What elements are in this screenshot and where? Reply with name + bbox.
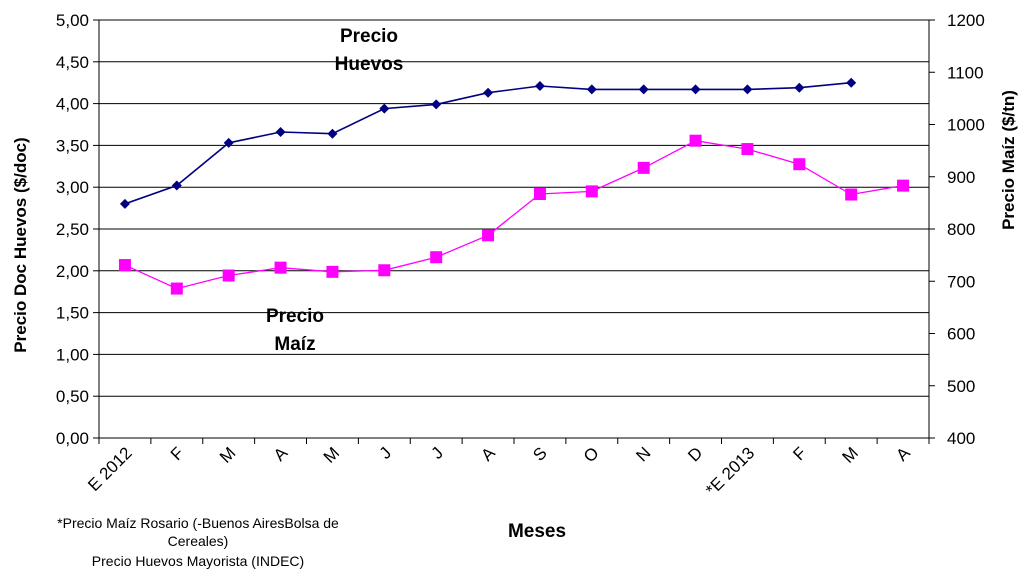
series-1-point [327, 128, 338, 139]
series-layer [118, 77, 910, 295]
series-2-point [897, 179, 910, 192]
left-tick-label: 2,50 [56, 220, 89, 239]
series-1-point [586, 84, 597, 95]
series-2-point [845, 188, 858, 201]
series-1-point [846, 77, 857, 88]
series-2-point [741, 143, 754, 156]
left-tick-label: 5,00 [56, 11, 89, 30]
series-2-point [326, 265, 339, 278]
right-tick-label: 800 [947, 220, 975, 239]
series-1-point [171, 180, 182, 191]
annotation-huevos-line2: Huevos [335, 54, 404, 75]
series-2-point [482, 229, 495, 242]
series-2-point [274, 261, 287, 274]
annotation-maiz-line1: Precio [266, 306, 324, 327]
x-tick-label: F [167, 443, 188, 464]
series-2-point [170, 282, 183, 295]
x-axis-title: Meses [508, 521, 566, 542]
left-tick-label: 1,00 [56, 345, 89, 364]
right-tick-labels: 400 500 600 700 800 900 1000 1100 1200 [947, 11, 985, 448]
left-tick-labels: 0,00 0,50 1,00 1,50 2,00 2,50 3,00 3,50 4,00 4,50… [56, 11, 89, 448]
series-1-point [742, 84, 753, 95]
series-1-point [119, 198, 130, 209]
footnote-line2: Cereales) [168, 533, 229, 549]
right-tick-label: 400 [947, 429, 975, 448]
x-tick-labels: E 2012 F M A M J J A S O N D*E 2013 F M A [84, 443, 914, 500]
series-1-point [638, 84, 649, 95]
footnote-line3: Precio Huevos Mayorista (INDEC) [92, 553, 304, 569]
series-1-point [431, 99, 442, 110]
x-tick-label: A [270, 443, 292, 465]
series-1-point [794, 82, 805, 93]
right-tick-label: 700 [947, 272, 975, 291]
x-tick-label: F [789, 443, 810, 464]
series-2-point [222, 269, 235, 282]
footnote-line1: *Precio Maíz Rosario (-Buenos AiresBolsa… [57, 515, 339, 531]
x-tick-label: M [216, 443, 239, 466]
x-tick-label: M [839, 443, 862, 466]
left-tick-label: 3,00 [56, 178, 89, 197]
right-tick-label: 1200 [947, 11, 985, 30]
grid-lines [99, 19, 929, 397]
y-axis-right-title: Precio Maíz ($/tn) [999, 90, 1018, 230]
x-tick-label: O [580, 443, 603, 466]
annotation-maiz-line2: Maíz [274, 334, 315, 355]
left-tick-label: 4,00 [56, 95, 89, 114]
x-tick-label: M [320, 443, 343, 466]
x-tick-label: J [376, 443, 395, 462]
series-1-point [534, 81, 545, 92]
x-tick-label: D [684, 443, 706, 465]
x-tick-label: J [428, 443, 447, 462]
series-2-point [637, 161, 650, 174]
series-1-point [223, 137, 234, 148]
left-tick-label: 2,00 [56, 262, 89, 281]
series-1-point [690, 84, 701, 95]
right-tick-label: 600 [947, 325, 975, 344]
left-tick-label: 4,50 [56, 53, 89, 72]
x-tick-label: S [529, 443, 550, 464]
series-2-point [118, 259, 131, 272]
series-2-point [689, 134, 702, 147]
right-tick-label: 1000 [947, 116, 985, 135]
series-line-2 [124, 140, 904, 290]
series-1-point [275, 127, 286, 138]
left-tick-label: 0,00 [56, 429, 89, 448]
series-2-point [533, 187, 546, 200]
series-2-point [430, 251, 443, 264]
series-2-point [793, 158, 806, 171]
x-tick-label: A [892, 443, 914, 465]
left-tick-label: 0,50 [56, 387, 89, 406]
x-tick-label: N [632, 443, 654, 465]
x-tick-label: E 2012 [84, 443, 136, 495]
series-1-point [483, 87, 494, 98]
series-1-point [379, 103, 390, 114]
left-tick-label: 1,50 [56, 304, 89, 323]
right-tick-label: 900 [947, 168, 975, 187]
axes [93, 19, 935, 444]
y-axis-left-title: Precio Doc Huevos ($/doc) [11, 137, 30, 352]
x-tick-label: A [477, 443, 499, 465]
annotation-huevos-line1: Precio [340, 26, 398, 47]
left-tick-label: 3,50 [56, 136, 89, 155]
series-2-point [585, 185, 598, 198]
series-2-point [378, 264, 391, 277]
right-tick-label: 1100 [947, 63, 984, 82]
right-tick-label: 500 [947, 377, 975, 396]
x-tick-label: *E 2013 [702, 443, 758, 499]
